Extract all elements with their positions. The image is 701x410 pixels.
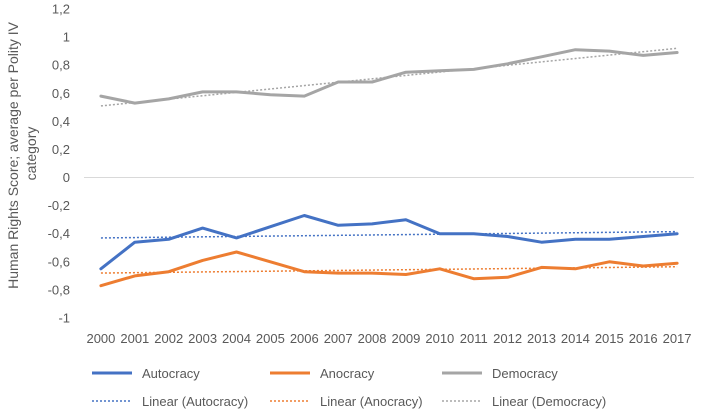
y-tick-label: 0,2 [52,142,70,157]
x-tick-label: 2006 [290,331,319,346]
x-tick-label: 2011 [460,331,488,346]
series-lines [99,48,679,288]
x-tick-label: 2004 [222,331,251,346]
y-axis: -1 -0,8 -0,6 -0,4 -0,2 0 0,2 0,4 0,6 0,8 1 1,2 [48,2,70,326]
legend-label-anocracy: Anocracy [320,366,375,381]
x-tick-label: 2014 [561,331,590,346]
y-axis-label: Human Rights Score; average per Polity I… [5,18,39,289]
y-tick-label: -0,2 [48,198,70,213]
x-tick-label: 2009 [391,331,420,346]
trendline-linear-autocracy [100,230,678,239]
x-tick-label: 2012 [493,331,522,346]
y-axis-label-line-2: category [23,127,39,181]
y-tick-label: 1,2 [52,2,70,17]
series-line-democracy [99,48,679,105]
legend-label-linear-autocracy: Linear (Autocracy) [142,394,248,409]
y-tick-label: 0,6 [52,86,70,101]
x-axis: 2000 2001 2002 2003 2004 2005 2006 2007 2008 2009… [86,331,691,346]
trendline-linear-anocracy [100,265,678,274]
series-line-autocracy [99,214,679,271]
y-tick-label: 0 [63,170,70,185]
x-tick-label: 2005 [256,331,285,346]
series-line-anocracy [99,250,679,288]
legend: Autocracy Anocracy Democracy Linear (Autocr… [92,366,606,409]
x-tick-label: 2002 [154,331,183,346]
x-tick-label: 2015 [595,331,624,346]
x-tick-label: 2010 [425,331,454,346]
x-tick-label: 2017 [663,331,692,346]
legend-label-autocracy: Autocracy [142,366,200,381]
y-tick-label: 0,4 [52,114,70,129]
legend-label-linear-democracy: Linear (Democracy) [492,394,606,409]
x-tick-label: 2013 [527,331,556,346]
legend-label-democracy: Democracy [492,366,558,381]
y-tick-label: 0,8 [52,58,70,73]
y-tick-label: -0,6 [48,254,70,269]
x-tick-label: 2003 [188,331,217,346]
y-tick-label: -1 [58,311,70,326]
x-tick-label: 2001 [120,331,149,346]
x-tick-label: 2007 [324,331,353,346]
y-tick-label: 1 [63,30,70,45]
y-axis-label-line-1: Human Rights Score; average per Polity I… [5,21,21,289]
y-tick-label: -0,4 [48,226,70,241]
y-tick-label: -0,8 [48,282,70,297]
legend-label-linear-anocracy: Linear (Anocracy) [320,394,423,409]
x-tick-label: 2000 [86,331,115,346]
x-tick-label: 2008 [358,331,387,346]
x-tick-label: 2016 [629,331,658,346]
